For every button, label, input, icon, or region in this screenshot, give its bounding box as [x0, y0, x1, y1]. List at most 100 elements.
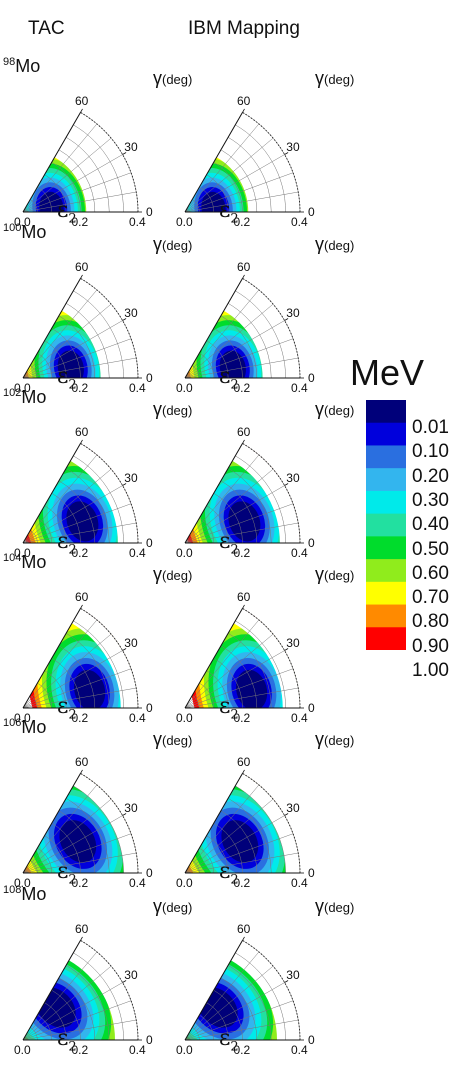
- eps-tick-label: 0.4: [291, 215, 308, 229]
- gamma-tick-label: 60: [237, 424, 251, 439]
- gamma-symbol: γ: [153, 399, 162, 419]
- pes-panel: γ(deg) 0 30 60 0.0 0.2 0.4 ε2: [165, 713, 355, 891]
- grid-spoke: [22, 798, 112, 874]
- gamma-tick-label: 0: [308, 1033, 315, 1047]
- eps-tick-label: 0.2: [71, 215, 89, 229]
- gamma-symbol: γ: [315, 564, 324, 584]
- gamma-tick-mark: [284, 648, 289, 651]
- gamma-tick-mark: [80, 604, 83, 609]
- colorbar-label: 0.01: [412, 417, 449, 438]
- eps-tick-label: 0.4: [291, 711, 308, 725]
- pes-panel: 98Mo γ(deg) 0 30 60 0.0 0.2 0.4 ε2: [3, 52, 193, 230]
- gamma-symbol: γ: [153, 729, 162, 749]
- outer-boundary: [242, 773, 301, 874]
- gamma-tick-label: 30: [286, 800, 300, 815]
- gamma-60-axis: [184, 278, 243, 379]
- gamma-unit: (deg): [162, 900, 193, 915]
- gamma-tick-label: 0: [146, 205, 153, 219]
- eps-tick-label: 0.2: [233, 1043, 251, 1057]
- eps-tick-label: 0.4: [291, 1043, 308, 1057]
- gamma-tick-label: 60: [75, 754, 89, 769]
- grid-spoke: [22, 633, 112, 709]
- nucleus-label: 98Mo: [3, 56, 40, 77]
- gamma-tick-mark: [80, 769, 83, 774]
- gamma-unit: (deg): [324, 238, 355, 253]
- gamma-tick-label: 0: [146, 866, 153, 880]
- eps-tick-label: 0.2: [233, 381, 251, 395]
- gamma-tick-mark: [80, 274, 83, 279]
- pes-plot: [22, 604, 142, 709]
- eps-symbol: ε: [57, 694, 69, 719]
- gamma-tick-mark: [80, 439, 83, 444]
- nucleus-label: 100Mo: [3, 222, 46, 243]
- element-symbol: Mo: [21, 387, 47, 407]
- gamma-tick-label: 30: [286, 305, 300, 320]
- eps-tick-label: 0.2: [71, 876, 89, 890]
- gamma-60-axis: [184, 940, 243, 1041]
- gamma-tick-label: 30: [124, 305, 138, 320]
- colorbar-label: 0.10: [412, 441, 449, 463]
- eps-axis-label: ε2: [219, 694, 239, 722]
- colorbar-label: 0.40: [412, 514, 449, 536]
- grid-spoke: [22, 1000, 132, 1041]
- colorbar-swatch: [366, 559, 406, 583]
- eps-subscript: 2: [230, 377, 239, 393]
- eps-symbol: ε: [57, 1026, 69, 1051]
- gamma-60-axis: [22, 443, 81, 544]
- eps-symbol: ε: [219, 859, 231, 884]
- grid-spoke: [22, 468, 112, 544]
- eps-tick-label: 0.0: [14, 876, 31, 890]
- colorbar-label: 0.60: [412, 562, 449, 584]
- nucleus-label: 102Mo: [3, 387, 46, 408]
- pes-plot: [184, 769, 304, 874]
- gamma-tick-label: 60: [237, 93, 251, 108]
- eps-tick-label: 0.2: [71, 546, 89, 560]
- gamma-axis-label: γ(deg): [315, 896, 354, 917]
- colorbar-swatch: [366, 513, 406, 537]
- grid-spoke: [184, 468, 274, 544]
- gamma-axis-label: γ(deg): [153, 68, 192, 89]
- grid-spoke: [22, 650, 123, 709]
- grid-spoke: [22, 503, 132, 544]
- contour-band: [235, 669, 268, 709]
- eps-tick-label: 0.4: [129, 876, 146, 890]
- eps-axis-label: ε2: [57, 529, 77, 557]
- gamma-symbol: γ: [315, 234, 324, 254]
- gamma-axis-label: γ(deg): [315, 729, 354, 750]
- colorbar-swatch: [366, 400, 406, 424]
- pes-plot: [22, 439, 142, 544]
- colorbar-title: MeV: [350, 352, 425, 393]
- eps-symbol: ε: [57, 198, 69, 223]
- grid-spoke: [22, 338, 132, 379]
- grid-spoke: [22, 852, 137, 874]
- gamma-tick-mark: [122, 813, 127, 816]
- element-symbol: Mo: [21, 222, 47, 242]
- gamma-tick-label: 60: [75, 93, 89, 108]
- grid-spoke: [184, 137, 274, 213]
- eps-subscript: 2: [68, 377, 77, 393]
- pes-panel: γ(deg) 0 30 60 0.0 0.2 0.4 ε2: [165, 383, 355, 561]
- pes-panel: γ(deg) 0 30 60 0.0 0.2 0.4 ε2: [165, 52, 355, 230]
- grid-spoke: [184, 1019, 299, 1041]
- gamma-60-axis: [22, 608, 81, 709]
- pes-panel: γ(deg) 0 30 60 0.0 0.2 0.4 ε2: [165, 548, 355, 726]
- mass-number: 104: [3, 552, 22, 564]
- pes-panel: 100Mo γ(deg) 0 30 60 0.0 0.2 0.4 ε2: [3, 218, 193, 396]
- eps-axis-label: ε2: [219, 859, 239, 887]
- pes-plot: [22, 936, 142, 1041]
- grid-spoke: [22, 833, 132, 874]
- outer-boundary: [80, 278, 139, 379]
- gamma-symbol: γ: [315, 68, 324, 88]
- gamma-symbol: γ: [315, 399, 324, 419]
- gamma-tick-label: 30: [124, 967, 138, 982]
- eps-tick-label: 0.0: [14, 381, 31, 395]
- grid-spoke: [184, 320, 285, 379]
- eps-tick-label: 0.4: [129, 546, 146, 560]
- grid-spoke: [184, 172, 294, 213]
- element-symbol: Mo: [21, 717, 47, 737]
- eps-tick-label: 0.0: [14, 711, 31, 725]
- gamma-tick-label: 30: [286, 635, 300, 650]
- gamma-tick-label: 30: [124, 139, 138, 154]
- eps-axis-label: ε2: [57, 364, 77, 392]
- gamma-axis-label: γ(deg): [315, 234, 354, 255]
